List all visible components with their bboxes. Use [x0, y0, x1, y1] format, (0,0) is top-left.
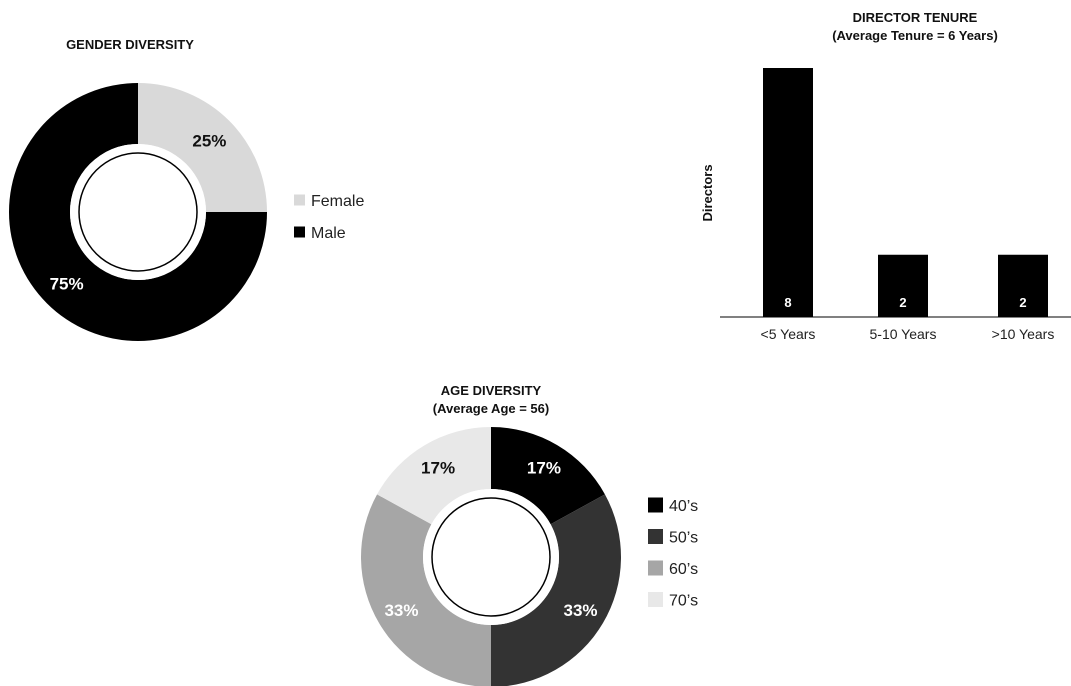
legend-swatch-gender-0	[294, 194, 305, 206]
slice-label-age-2: 33%	[384, 601, 418, 620]
legend-swatch-age-3	[648, 592, 663, 607]
tenure-bar-2	[998, 254, 1048, 317]
slice-age-3	[377, 427, 491, 525]
legend-swatch-age-0	[648, 497, 663, 513]
legend-swatch-gender-1	[294, 226, 305, 238]
legend-label-gender-1: Male	[311, 225, 346, 242]
director-tenure-chart: DIRECTOR TENURE (Average Tenure = 6 Years…	[690, 0, 1071, 360]
slice-gender-0	[138, 83, 267, 212]
donut-hole-gender	[70, 144, 206, 280]
donut-inner-ring-gender	[78, 152, 198, 272]
tenure-bar-1	[878, 254, 928, 317]
legend-label-gender-0: Female	[311, 193, 364, 210]
legend-label-age-1: 50’s	[669, 530, 698, 547]
slice-label-age-1: 33%	[564, 601, 598, 620]
legend-label-age-3: 70’s	[669, 593, 698, 610]
tenure-bar-value-2: 2	[1019, 295, 1026, 310]
slice-age-1	[491, 494, 621, 686]
tenure-chart-subtitle: (Average Tenure = 6 Years)	[832, 28, 998, 43]
donut-inner-ring-age	[431, 497, 551, 617]
legend-swatch-age-2	[648, 560, 663, 576]
slice-gender-1	[9, 83, 267, 341]
tenure-x-tick-0: <5 Years	[761, 326, 816, 342]
tenure-x-tick-1: 5-10 Years	[870, 326, 937, 342]
slice-age-0	[491, 427, 605, 525]
tenure-chart-title: DIRECTOR TENURE	[853, 10, 978, 25]
tenure-y-axis-label: Directors	[700, 164, 715, 221]
legend-swatch-age-1	[648, 529, 663, 544]
tenure-bar-value-1: 2	[899, 295, 906, 310]
slice-label-gender-1: 75%	[50, 274, 84, 293]
slice-label-gender-0: 25%	[192, 132, 226, 151]
legend-label-age-2: 60’s	[669, 561, 698, 578]
age-chart-subtitle: (Average Age = 56)	[433, 401, 549, 416]
tenure-bar-value-0: 8	[784, 295, 791, 310]
tenure-bar-0	[763, 68, 813, 317]
gender-chart-title: GENDER DIVERSITY	[66, 37, 194, 52]
age-diversity-chart: AGE DIVERSITY (Average Age = 56) 17% 33% 33%…	[340, 370, 760, 686]
tenure-x-tick-2: >10 Years	[992, 326, 1055, 342]
donut-hole-age	[423, 489, 559, 625]
slice-label-age-3: 17%	[421, 458, 455, 477]
gender-diversity-chart: GENDER DIVERSITY 25% 75% Female Male	[0, 0, 420, 360]
age-chart-title: AGE DIVERSITY	[441, 383, 542, 398]
slice-label-age-0: 17%	[527, 458, 561, 477]
slice-age-2	[361, 494, 491, 686]
legend-label-age-0: 40’s	[669, 498, 698, 515]
